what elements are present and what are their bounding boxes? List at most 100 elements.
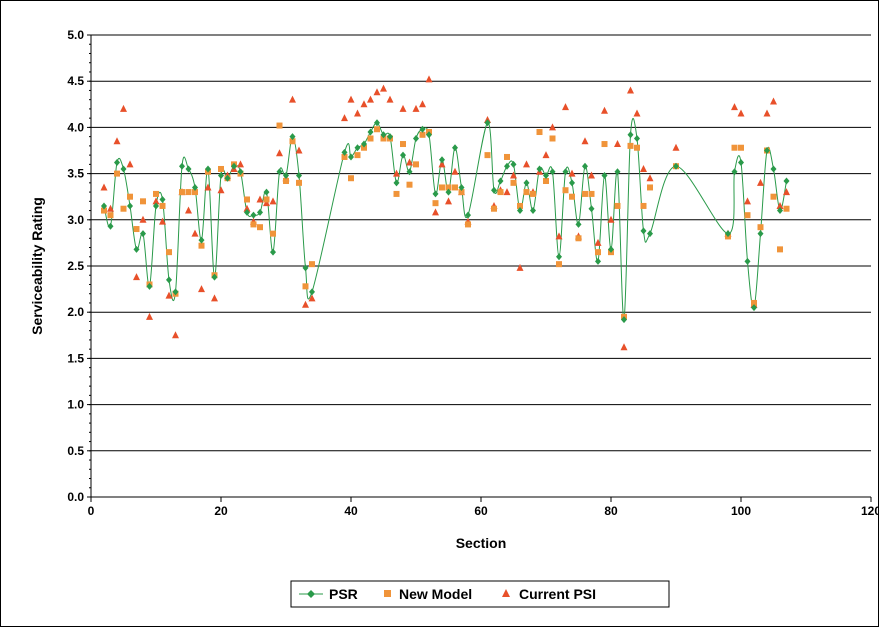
new-model-point [504,153,510,160]
current-psi-point [172,331,179,339]
psr-point [127,202,133,210]
new-model-point [562,187,569,194]
psr-point [218,171,224,179]
current-psi-point [757,178,764,186]
new-model-point [582,190,588,197]
psr-point [159,195,166,203]
current-psi-point [510,171,517,179]
new-model-point [432,200,439,207]
current-psi-point [243,204,251,212]
psr-point [374,119,380,127]
current-psi-point [204,183,212,191]
new-model-point [543,177,549,184]
current-psi-point [568,169,576,177]
new-model-point [751,299,757,306]
new-model-point [361,144,367,151]
current-psi-point [217,186,225,194]
current-psi-point [139,215,147,223]
current-psi-point [367,95,374,103]
new-model-point [536,129,543,136]
current-psi-point [627,86,634,94]
new-model-point [627,142,634,149]
new-model-point [413,161,419,168]
psr-point [601,171,608,179]
current-psi-point [588,171,595,179]
new-model-point [757,224,764,231]
new-model-point [166,249,172,256]
new-model-point [575,235,582,242]
current-psi-point [380,84,387,92]
psr-point [283,171,289,179]
new-model-point [640,202,647,209]
current-psi-point [412,104,420,112]
new-model-point [159,202,166,209]
new-model-point [595,249,601,256]
x-tick-label: 20 [214,504,228,518]
new-model-point [491,205,497,212]
psr-point [107,222,114,230]
current-psi-point [269,197,277,205]
current-psi-point [302,300,309,308]
psr-point [224,174,231,182]
y-tick-label: 4.0 [67,120,84,134]
legend-current-psi-marker [502,589,510,597]
legend-psr-label: PSR [329,586,358,602]
new-model-point [647,184,653,191]
new-model-point [302,283,309,290]
psr-point [309,288,315,296]
y-tick-label: 1.0 [67,398,84,412]
new-model-point [140,198,146,205]
new-model-point [250,221,257,228]
current-psi-point [549,123,556,131]
new-model-point [731,144,738,151]
psr-point [413,134,419,142]
new-model-point [198,242,205,249]
y-tick-label: 0.0 [67,490,84,504]
current-psi-point [126,160,134,168]
new-model-point [400,141,406,148]
new-model-point [458,189,465,196]
new-model-point [452,184,458,191]
current-psi-point [113,137,121,145]
psr-point [640,227,647,235]
psr-point [543,171,549,179]
new-model-point [523,189,530,196]
psr-point [484,119,491,127]
psr-point [114,159,120,167]
current-psi-point [308,294,316,302]
psr-point [146,282,153,290]
new-model-point [738,144,744,151]
new-model-point [419,131,426,138]
current-psi-point [256,195,264,203]
current-psi-point [451,167,459,175]
new-model-point [341,153,348,160]
current-psi-point [744,197,751,205]
current-psi-point [360,100,368,108]
psr-point [296,171,302,179]
psr-point [744,257,751,265]
psr-point [523,179,530,187]
y-tick-label: 1.5 [67,351,84,365]
x-tick-label: 60 [474,504,488,518]
psr-point [614,168,621,176]
psr-point [153,202,159,210]
psr-point [302,264,309,272]
current-psi-point [165,291,173,299]
psr-point [588,205,595,213]
current-psi-point [276,149,283,157]
current-psi-point [516,263,524,271]
psr-point [185,165,192,173]
current-psi-point [393,169,400,177]
psr-point [627,131,634,139]
y-tick-label: 3.0 [67,213,84,227]
current-psi-point [432,208,439,216]
y-tick-label: 4.5 [67,74,84,88]
new-model-point [465,221,471,228]
psr-point [348,153,354,161]
current-psi-point [289,95,296,103]
current-psi-point [737,109,745,117]
psr-point [179,162,185,170]
psr-point [341,148,348,156]
new-model-point [107,212,114,219]
